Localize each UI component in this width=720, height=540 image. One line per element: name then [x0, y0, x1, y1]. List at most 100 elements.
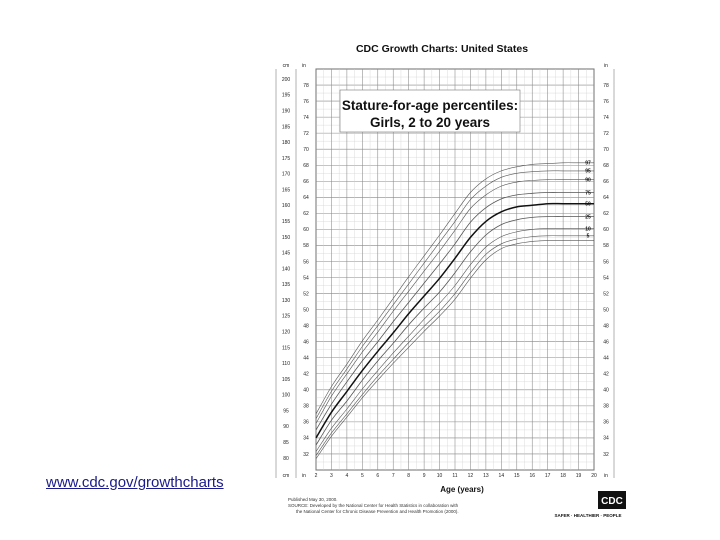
- percentile-curve-3rd: [315, 240, 594, 459]
- chart-subtitle: Girls, 2 to 20 years: [370, 115, 490, 130]
- in-tick-label-right: 40: [603, 388, 609, 394]
- x-tick-label: 12: [468, 473, 474, 479]
- cm-tick-label: 160: [282, 203, 291, 209]
- in-tick-label-left: 60: [303, 227, 309, 233]
- cm-tick-label: 100: [282, 393, 291, 399]
- percentile-label-75: 75: [585, 190, 591, 196]
- cdc-logo: CDC: [598, 491, 626, 509]
- in-tick-label-right: 42: [603, 372, 609, 378]
- in-tick-label-left: 44: [303, 356, 309, 362]
- percentile-label-5: 5: [587, 234, 590, 240]
- cm-tick-label: 140: [282, 266, 291, 272]
- in-tick-label-right: 46: [603, 339, 609, 345]
- in-unit-top-left: in: [302, 63, 306, 69]
- in-tick-label-right: 44: [603, 356, 609, 362]
- cm-tick-label: 130: [282, 298, 291, 304]
- x-tick-label: 18: [560, 473, 566, 479]
- percentile-curve-75th: [315, 192, 594, 431]
- x-tick-label: 13: [483, 473, 489, 479]
- percentile-curve-50th: [315, 202, 594, 439]
- percentile-label-25: 25: [585, 214, 591, 220]
- in-tick-label-left: 62: [303, 211, 309, 217]
- cm-tick-label: 125: [282, 314, 291, 320]
- x-tick-label: 16: [529, 473, 535, 479]
- cm-unit-top: cm: [283, 63, 290, 69]
- x-tick-label: 20: [591, 473, 597, 479]
- in-tick-label-right: 32: [603, 452, 609, 458]
- cm-tick-label: 190: [282, 108, 291, 114]
- cm-tick-label: 135: [282, 282, 291, 288]
- in-tick-label-right: 74: [603, 115, 609, 121]
- cdc-logo-box: [598, 491, 626, 509]
- in-tick-label-left: 76: [303, 99, 309, 105]
- in-tick-label-right: 62: [603, 211, 609, 217]
- chart-header: CDC Growth Charts: United States: [356, 43, 528, 55]
- in-unit-bottom-right: in: [604, 473, 608, 479]
- in-tick-label-left: 32: [303, 452, 309, 458]
- in-tick-label-right: 58: [603, 243, 609, 249]
- in-tick-label-left: 54: [303, 275, 309, 281]
- cm-tick-label: 155: [282, 219, 291, 225]
- in-tick-label-left: 78: [303, 83, 309, 89]
- cm-tick-label: 80: [283, 456, 289, 462]
- x-tick-label: 15: [514, 473, 520, 479]
- in-tick-label-left: 52: [303, 291, 309, 297]
- cm-tick-label: 175: [282, 156, 291, 162]
- cm-tick-label: 200: [282, 77, 291, 83]
- in-tick-label-right: 68: [603, 163, 609, 169]
- in-tick-label-left: 70: [303, 147, 309, 153]
- in-tick-label-left: 74: [303, 115, 309, 121]
- in-tick-label-right: 64: [603, 195, 609, 201]
- percentile-label-90: 90: [585, 177, 591, 183]
- in-tick-label-right: 54: [603, 275, 609, 281]
- in-tick-label-left: 50: [303, 307, 309, 313]
- percentile-curve-95th: [315, 170, 594, 419]
- cm-tick-label: 165: [282, 187, 291, 193]
- in-tick-label-right: 36: [603, 420, 609, 426]
- x-axis-label: Age (years): [440, 485, 484, 494]
- footer-source-2: the National Center for Chronic Disease …: [296, 509, 459, 514]
- in-tick-label-right: 52: [603, 291, 609, 297]
- cm-tick-label: 115: [282, 345, 290, 351]
- x-tick-label: 10: [437, 473, 443, 479]
- cm-tick-label: 90: [283, 424, 289, 430]
- in-tick-label-left: 34: [303, 436, 309, 442]
- growth-chart: CDC Growth Charts: United States cm in in c…: [275, 43, 626, 518]
- title-box-background: [339, 89, 521, 133]
- in-tick-label-right: 50: [603, 307, 609, 313]
- growth-chart-figure: CDC Growth Charts: United States cm in in c…: [272, 34, 640, 530]
- x-tick-label: 9: [423, 473, 426, 479]
- x-tick-label: 17: [545, 473, 551, 479]
- percentile-label-95: 95: [585, 169, 591, 175]
- in-tick-label-right: 78: [603, 83, 609, 89]
- percentile-label-97: 97: [585, 161, 591, 167]
- percentile-curves: [315, 162, 594, 459]
- in-tick-label-right: 60: [603, 227, 609, 233]
- in-tick-label-right: 72: [603, 131, 609, 137]
- percentile-label-10: 10: [585, 226, 591, 232]
- growthcharts-link[interactable]: www.cdc.gov/growthcharts: [46, 474, 224, 491]
- in-tick-label-left: 36: [303, 420, 309, 426]
- cm-tick-label: 170: [282, 172, 291, 178]
- footer-published: Published May 30, 2000.: [288, 497, 338, 502]
- x-tick-label: 8: [407, 473, 410, 479]
- cm-tick-label: 150: [282, 235, 291, 241]
- cm-unit-bottom: cm: [283, 473, 290, 479]
- x-tick-label: 2: [315, 473, 318, 479]
- x-tick-label: 3: [330, 473, 333, 479]
- percentile-curve-90th: [315, 179, 594, 424]
- in-tick-label-right: 48: [603, 323, 609, 329]
- in-tick-label-left: 72: [303, 131, 309, 137]
- x-tick-label: 11: [452, 473, 457, 479]
- title-box: Stature-for-age percentiles: Girls, 2 to…: [339, 89, 521, 133]
- in-tick-label-left: 40: [303, 388, 309, 394]
- cm-tick-label: 85: [283, 440, 289, 446]
- in-tick-label-right: 34: [603, 436, 609, 442]
- in-tick-label-left: 58: [303, 243, 309, 249]
- x-tick-label: 4: [345, 473, 348, 479]
- cm-tick-label: 145: [282, 251, 291, 257]
- percentile-curve-10th: [315, 228, 594, 452]
- in-tick-label-right: 38: [603, 404, 609, 410]
- in-tick-label-left: 64: [303, 195, 309, 201]
